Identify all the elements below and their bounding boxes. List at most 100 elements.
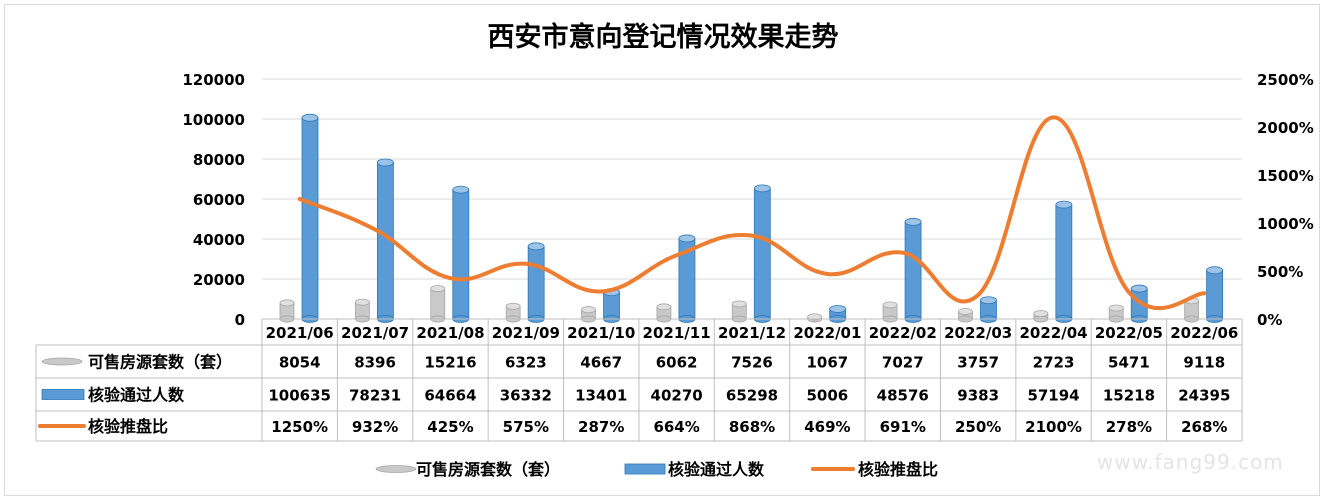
bar-verified-people-cap [452, 185, 470, 194]
table-cell-value: 9118 [1183, 354, 1225, 372]
table-cell-value: 575% [503, 418, 549, 436]
bar-verified-people-body [904, 221, 922, 320]
y-left-tick-label: 60000 [193, 191, 245, 209]
legend-item: 核验通过人数 [624, 460, 765, 479]
bar-available-units-cap [731, 300, 747, 308]
table-cell-value: 268% [1181, 418, 1227, 436]
table-cell-value: 691% [880, 418, 926, 436]
table-cell-value: 6062 [656, 354, 698, 372]
bar-verified-people-cap [904, 217, 922, 226]
bar-available-units [882, 301, 898, 323]
bar-available-units-cap [279, 299, 295, 307]
bar-verified-people [829, 305, 847, 323]
y-right-tick-label: 2500% [1257, 71, 1314, 89]
category-label: 2021/06 [266, 324, 334, 342]
table-cell-value: 2723 [1033, 354, 1075, 372]
ratio-line-path [297, 115, 1207, 311]
table-cell-value: 868% [729, 418, 775, 436]
bar-verified-people [904, 217, 922, 323]
bar-available-units-cap [581, 306, 596, 314]
bar-verified-people-cap [678, 234, 696, 243]
bar-verified-people-cap [527, 242, 545, 251]
table-cell-value: 2100% [1025, 418, 1082, 436]
table-cell-value: 932% [352, 418, 398, 436]
table-cell-value: 36332 [500, 387, 552, 405]
chart-frame [4, 4, 1320, 496]
bar-verified-people-cap [1055, 200, 1073, 209]
bar-available-units [958, 308, 973, 323]
bar-verified-people-body [452, 189, 470, 320]
table-series-name: 核验通过人数 [88, 386, 185, 405]
legend-key-grey [375, 465, 417, 473]
table-cell-value: 8396 [354, 354, 396, 372]
ratio-line [297, 115, 1207, 311]
bar-available-units-cap [354, 298, 370, 306]
bar-verified-people-cap [753, 184, 771, 193]
table-cell-value: 7526 [731, 354, 773, 372]
table-cell-value: 48576 [877, 387, 929, 405]
legend-item: 可售房源套数（套） [375, 460, 560, 479]
y-left-tick-label: 80000 [193, 151, 245, 169]
legend-label: 可售房源套数（套） [416, 460, 560, 479]
bar-verified-people [527, 242, 545, 323]
category-label: 2022/06 [1170, 324, 1238, 342]
category-label: 2021/08 [416, 324, 484, 342]
table-cell-value: 9383 [957, 387, 999, 405]
y-right-tick-label: 500% [1257, 263, 1303, 281]
y-right-tick-label: 2000% [1257, 119, 1314, 137]
table-cell-value: 664% [653, 418, 699, 436]
table-cell-value: 5471 [1108, 354, 1150, 372]
y-left-tick-label: 0 [235, 311, 245, 329]
category-label: 2022/04 [1019, 324, 1087, 342]
table-cell-value: 13401 [575, 387, 627, 405]
table-cell-value: 5006 [807, 387, 849, 405]
right-axis: 0% 500% 1000% 1500% 2000% 2500% [1257, 71, 1314, 329]
category-label: 2021/11 [643, 324, 711, 342]
bar-available-units-cap [505, 302, 521, 310]
category-label: 2021/07 [341, 324, 409, 342]
table-legend-key-blue [41, 389, 85, 400]
bar-verified-people-body [301, 117, 319, 320]
bar-verified-people-cap [376, 158, 394, 167]
legend-label: 核验通过人数 [668, 460, 765, 479]
bar-verified-people [980, 296, 997, 323]
bar-verified-people [452, 185, 470, 323]
bar-available-units [430, 285, 446, 323]
y-left-tick-label: 100000 [182, 111, 245, 129]
table-cell-value: 100635 [268, 387, 331, 405]
category-label: 2021/10 [567, 324, 635, 342]
table-cell-value: 64664 [424, 387, 476, 405]
table-cell-value: 65298 [726, 387, 778, 405]
table-cell-value: 1250% [271, 418, 328, 436]
bar-available-units-cap [1033, 310, 1049, 318]
table-series-name: 核验推盘比 [88, 417, 168, 436]
bar-available-units [581, 306, 596, 323]
bar-verified-people-cap [829, 305, 847, 313]
bar-verified-people-body [753, 188, 771, 320]
bar-verified-people-body [527, 245, 545, 320]
bar-available-units [807, 313, 823, 323]
category-label: 2022/03 [944, 324, 1012, 342]
data-table: 2021/06 2021/07 2021/08 2021/09 2021/10 2021/… [35, 318, 1243, 442]
table-cell-value: 278% [1106, 418, 1152, 436]
bar-verified-people [753, 184, 771, 323]
bar-verified-people [1206, 266, 1224, 323]
legend-key-blue [624, 463, 666, 475]
table-cell-value: 6323 [505, 354, 547, 372]
bar-verified-people [301, 113, 319, 323]
bar-available-units [1108, 304, 1124, 323]
legend-label: 核验推盘比 [858, 460, 938, 479]
table-cell-value: 15218 [1103, 387, 1155, 405]
chart-legend: 可售房源套数（套） 核验通过人数 核验推盘比 [375, 460, 938, 479]
table-cell-value: 1067 [807, 354, 849, 372]
table-cell-value: 3757 [957, 354, 999, 372]
table-cell-value: 4667 [580, 354, 622, 372]
table-cell-value: 78231 [349, 387, 401, 405]
table-series-name: 可售房源套数（套） [88, 353, 232, 372]
bar-verified-people-body [603, 291, 620, 320]
table-cell-value: 15216 [424, 354, 476, 372]
table-cell-value: 57194 [1027, 387, 1079, 405]
table-legend-key-grey [41, 357, 83, 366]
